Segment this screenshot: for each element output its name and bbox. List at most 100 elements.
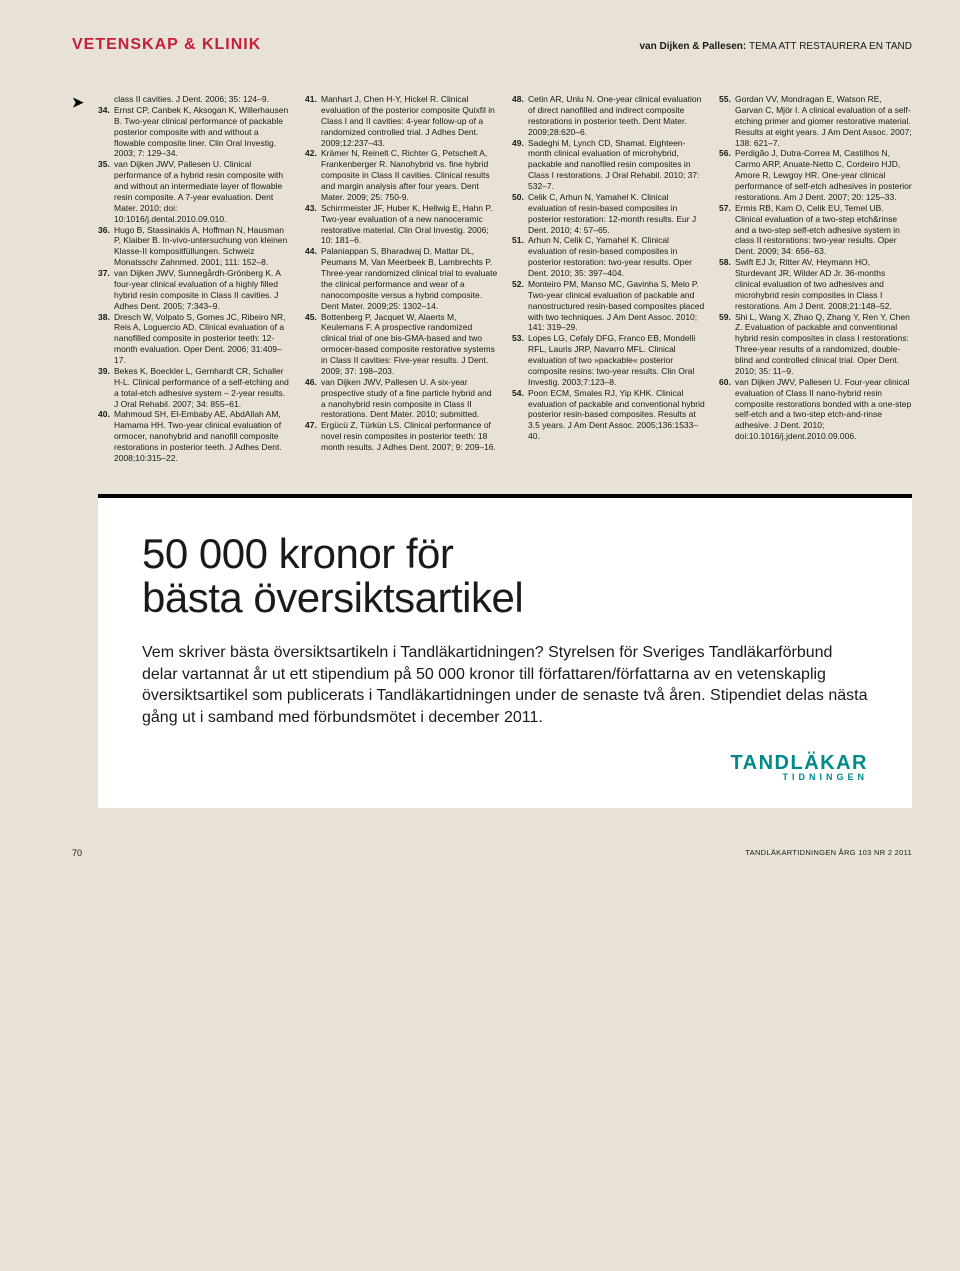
reference-text: Manhart J, Chen H-Y, Hickel R. Clinical … (321, 94, 495, 148)
footer-journal-info: TANDLÄKARTIDNINGEN ÅRG 103 NR 2 2011 (745, 848, 912, 858)
promo-body-text: Vem skriver bästa översiktsartikeln i Ta… (142, 642, 868, 728)
reference-number: 57. (719, 203, 731, 214)
reference-item: 39. Bekes K, Boeckler L, Gernhardt CR, Sc… (98, 366, 291, 410)
promo-title: 50 000 kronor för bästa översiktsartikel (142, 532, 868, 620)
reference-item: 46. van Dijken JWV, Pallesen U. A six-yea… (305, 377, 498, 421)
reference-item: 60. van Dijken JWV, Pallesen U. Four-year… (719, 377, 912, 442)
references-block: ➤ class II cavities. J Dent. 2006; 35: 1… (98, 94, 912, 464)
reference-number: 53. (512, 333, 524, 344)
reference-text: Bottenberg P, Jacquet W, Alaerts M, Keul… (321, 312, 495, 376)
reference-text: Dresch W, Volpato S, Gomes JC, Ribeiro N… (114, 312, 285, 366)
reference-text: Mahmoud SH, El-Embaby AE, AbdAllah AM, H… (114, 409, 282, 463)
reference-number: 45. (305, 312, 317, 323)
reference-item: 50. Celik C, Arhun N, Yamahel K. Clinical… (512, 192, 705, 236)
reference-text: Shi L, Wang X, Zhao Q, Zhang Y, Ren Y, C… (735, 312, 910, 376)
reference-text: van Dijken JWV, Pallesen U. Four-year cl… (735, 377, 911, 441)
reference-number: 55. (719, 94, 731, 105)
reference-number: 44. (305, 246, 317, 257)
reference-item: 54. Poon ECM, Smales RJ, Yip KHK. Clinica… (512, 388, 705, 442)
reference-number: 34. (98, 105, 110, 116)
reference-item: 37.van Dijken JWV, Sunnegårdh-Grönberg K… (98, 268, 291, 312)
reference-item: 59. Shi L, Wang X, Zhao Q, Zhang Y, Ren Y… (719, 312, 912, 377)
reference-number: 40. (98, 409, 110, 420)
reference-text: Bekes K, Boeckler L, Gernhardt CR, Schal… (114, 366, 289, 409)
reference-number: 60. (719, 377, 731, 388)
reference-text: Schirrmeister JF, Huber K, Hellwig E, Ha… (321, 203, 492, 246)
reference-number: 46. (305, 377, 317, 388)
tandlakar-logo: TANDLÄKAR TIDNINGEN (730, 754, 868, 782)
reference-number: 59. (719, 312, 731, 323)
reference-item: 43. Schirrmeister JF, Huber K, Hellwig E,… (305, 203, 498, 247)
reference-list: 34. Ernst CP, Canbek K, Aksogan K, Willer… (98, 94, 912, 464)
reference-number: 36. (98, 225, 110, 236)
reference-text: Gordan VV, Mondragan E, Watson RE, Garva… (735, 94, 912, 148)
reference-item: 49. Sadeghi M, Lynch CD, Shamat. Eighteen… (512, 138, 705, 192)
reference-text: van Dijken JWV, Pallesen U. A six-year p… (321, 377, 492, 420)
reference-text: Perdigão J, Dutra-Correa M, Castilhos N,… (735, 148, 912, 202)
reference-number: 56. (719, 148, 731, 159)
reference-item: 52. Monteiro PM, Manso MC, Gavinha S, Mel… (512, 279, 705, 333)
page-number: 70 (72, 848, 82, 858)
reference-number: 50. (512, 192, 524, 203)
reference-number: 37. (98, 268, 110, 279)
article-byline: van Dijken & Pallesen: TEMA ATT RESTAURE… (640, 41, 913, 52)
reference-text: Ernst CP, Canbek K, Aksogan K, Willerhau… (114, 105, 288, 159)
reference-continuation: class II cavities. J Dent. 2006; 35: 124… (98, 94, 291, 105)
reference-number: 38. (98, 312, 110, 323)
reference-text: Ermis RB, Kam O, Celik EU, Temel UB. Cli… (735, 203, 900, 257)
reference-item: 38. Dresch W, Volpato S, Gomes JC, Ribeir… (98, 312, 291, 366)
reference-text: Krämer N, Reinelt C, Richter G, Petschel… (321, 148, 490, 202)
reference-text: Ergücü Z, Türkün LS. Clinical performanc… (321, 420, 496, 452)
reference-item: 53. Lopes LG, Cefaly DFG, Franco EB, Mond… (512, 333, 705, 387)
reference-item: 58. Swift EJ Jr, Ritter AV, Heymann HO, S… (719, 257, 912, 311)
reference-item: 35. van Dijken JWV, Pallesen U. Clinical … (98, 159, 291, 224)
reference-item: 44. Palaniappan S, Bharadwaj D, Mattar DL… (305, 246, 498, 311)
reference-number: 51. (512, 235, 524, 246)
reference-item: 55. Gordan VV, Mondragan E, Watson RE, Ga… (719, 94, 912, 148)
reference-item: 40. Mahmoud SH, El-Embaby AE, AbdAllah AM… (98, 409, 291, 463)
reference-item: 47. Ergücü Z, Türkün LS. Clinical perform… (305, 420, 498, 453)
reference-number: 47. (305, 420, 317, 431)
reference-item: 36. Hugo B, Stassinakis A, Hoffman N, Hau… (98, 225, 291, 269)
reference-text: Cetin AR, Unlu N. One-year clinical eval… (528, 94, 701, 137)
reference-item: 57. Ermis RB, Kam O, Celik EU, Temel UB. … (719, 203, 912, 257)
reference-text: Poon ECM, Smales RJ, Yip KHK. Clinical e… (528, 388, 705, 442)
logo-main-text: TANDLÄKAR (730, 754, 868, 772)
reference-text: Celik C, Arhun N, Yamahel K. Clinical ev… (528, 192, 696, 235)
reference-text: Lopes LG, Cefaly DFG, Franco EB, Mondell… (528, 333, 695, 387)
reference-number: 49. (512, 138, 524, 149)
reference-text: van Dijken JWV, Pallesen U. Clinical per… (114, 159, 283, 223)
reference-item: 45. Bottenberg P, Jacquet W, Alaerts M, K… (305, 312, 498, 377)
reference-item: 41. Manhart J, Chen H-Y, Hickel R. Clinic… (305, 94, 498, 148)
reference-number: 43. (305, 203, 317, 214)
page-footer: 70 TANDLÄKARTIDNINGEN ÅRG 103 NR 2 2011 (72, 848, 912, 858)
reference-text: Monteiro PM, Manso MC, Gavinha S, Melo P… (528, 279, 704, 333)
reference-item: 51. Arhun N, Celik C, Yamahel K. Clinical… (512, 235, 705, 279)
reference-number: 42. (305, 148, 317, 159)
section-title: VETENSKAP & KLINIK (72, 36, 261, 54)
journal-page: VETENSKAP & KLINIK van Dijken & Pallesen… (0, 0, 960, 1271)
reference-text: Swift EJ Jr, Ritter AV, Heymann HO, Stur… (735, 257, 892, 311)
reference-item: 42. Krämer N, Reinelt C, Richter G, Petsc… (305, 148, 498, 202)
promo-title-line1: 50 000 kronor för (142, 530, 453, 577)
reference-item: 48. Cetin AR, Unlu N. One-year clinical e… (512, 94, 705, 138)
reference-number: 41. (305, 94, 317, 105)
reference-number: 39. (98, 366, 110, 377)
reference-text: Sadeghi M, Lynch CD, Shamat. Eighteen-mo… (528, 138, 700, 192)
reference-text: Hugo B, Stassinakis A, Hoffman N, Hausma… (114, 225, 287, 268)
reference-text: Palaniappan S, Bharadwaj D, Mattar DL, P… (321, 246, 497, 310)
reference-number: 48. (512, 94, 524, 105)
reference-item: 56. Perdigão J, Dutra-Correa M, Castilhos… (719, 148, 912, 202)
continuation-arrow-icon: ➤ (72, 94, 84, 112)
promo-box: 50 000 kronor för bästa översiktsartikel… (98, 494, 912, 809)
reference-number: 54. (512, 388, 524, 399)
promo-title-line2: bästa översiktsartikel (142, 574, 523, 621)
page-header: VETENSKAP & KLINIK van Dijken & Pallesen… (72, 36, 912, 54)
byline-theme: TEMA ATT RESTAURERA EN TAND (749, 41, 912, 52)
reference-number: 35. (98, 159, 110, 170)
reference-text: Arhun N, Celik C, Yamahel K. Clinical ev… (528, 235, 692, 278)
reference-item: 34. Ernst CP, Canbek K, Aksogan K, Willer… (98, 105, 291, 159)
reference-number: 58. (719, 257, 731, 268)
byline-authors: van Dijken & Pallesen: (640, 41, 747, 52)
reference-number: 52. (512, 279, 524, 290)
